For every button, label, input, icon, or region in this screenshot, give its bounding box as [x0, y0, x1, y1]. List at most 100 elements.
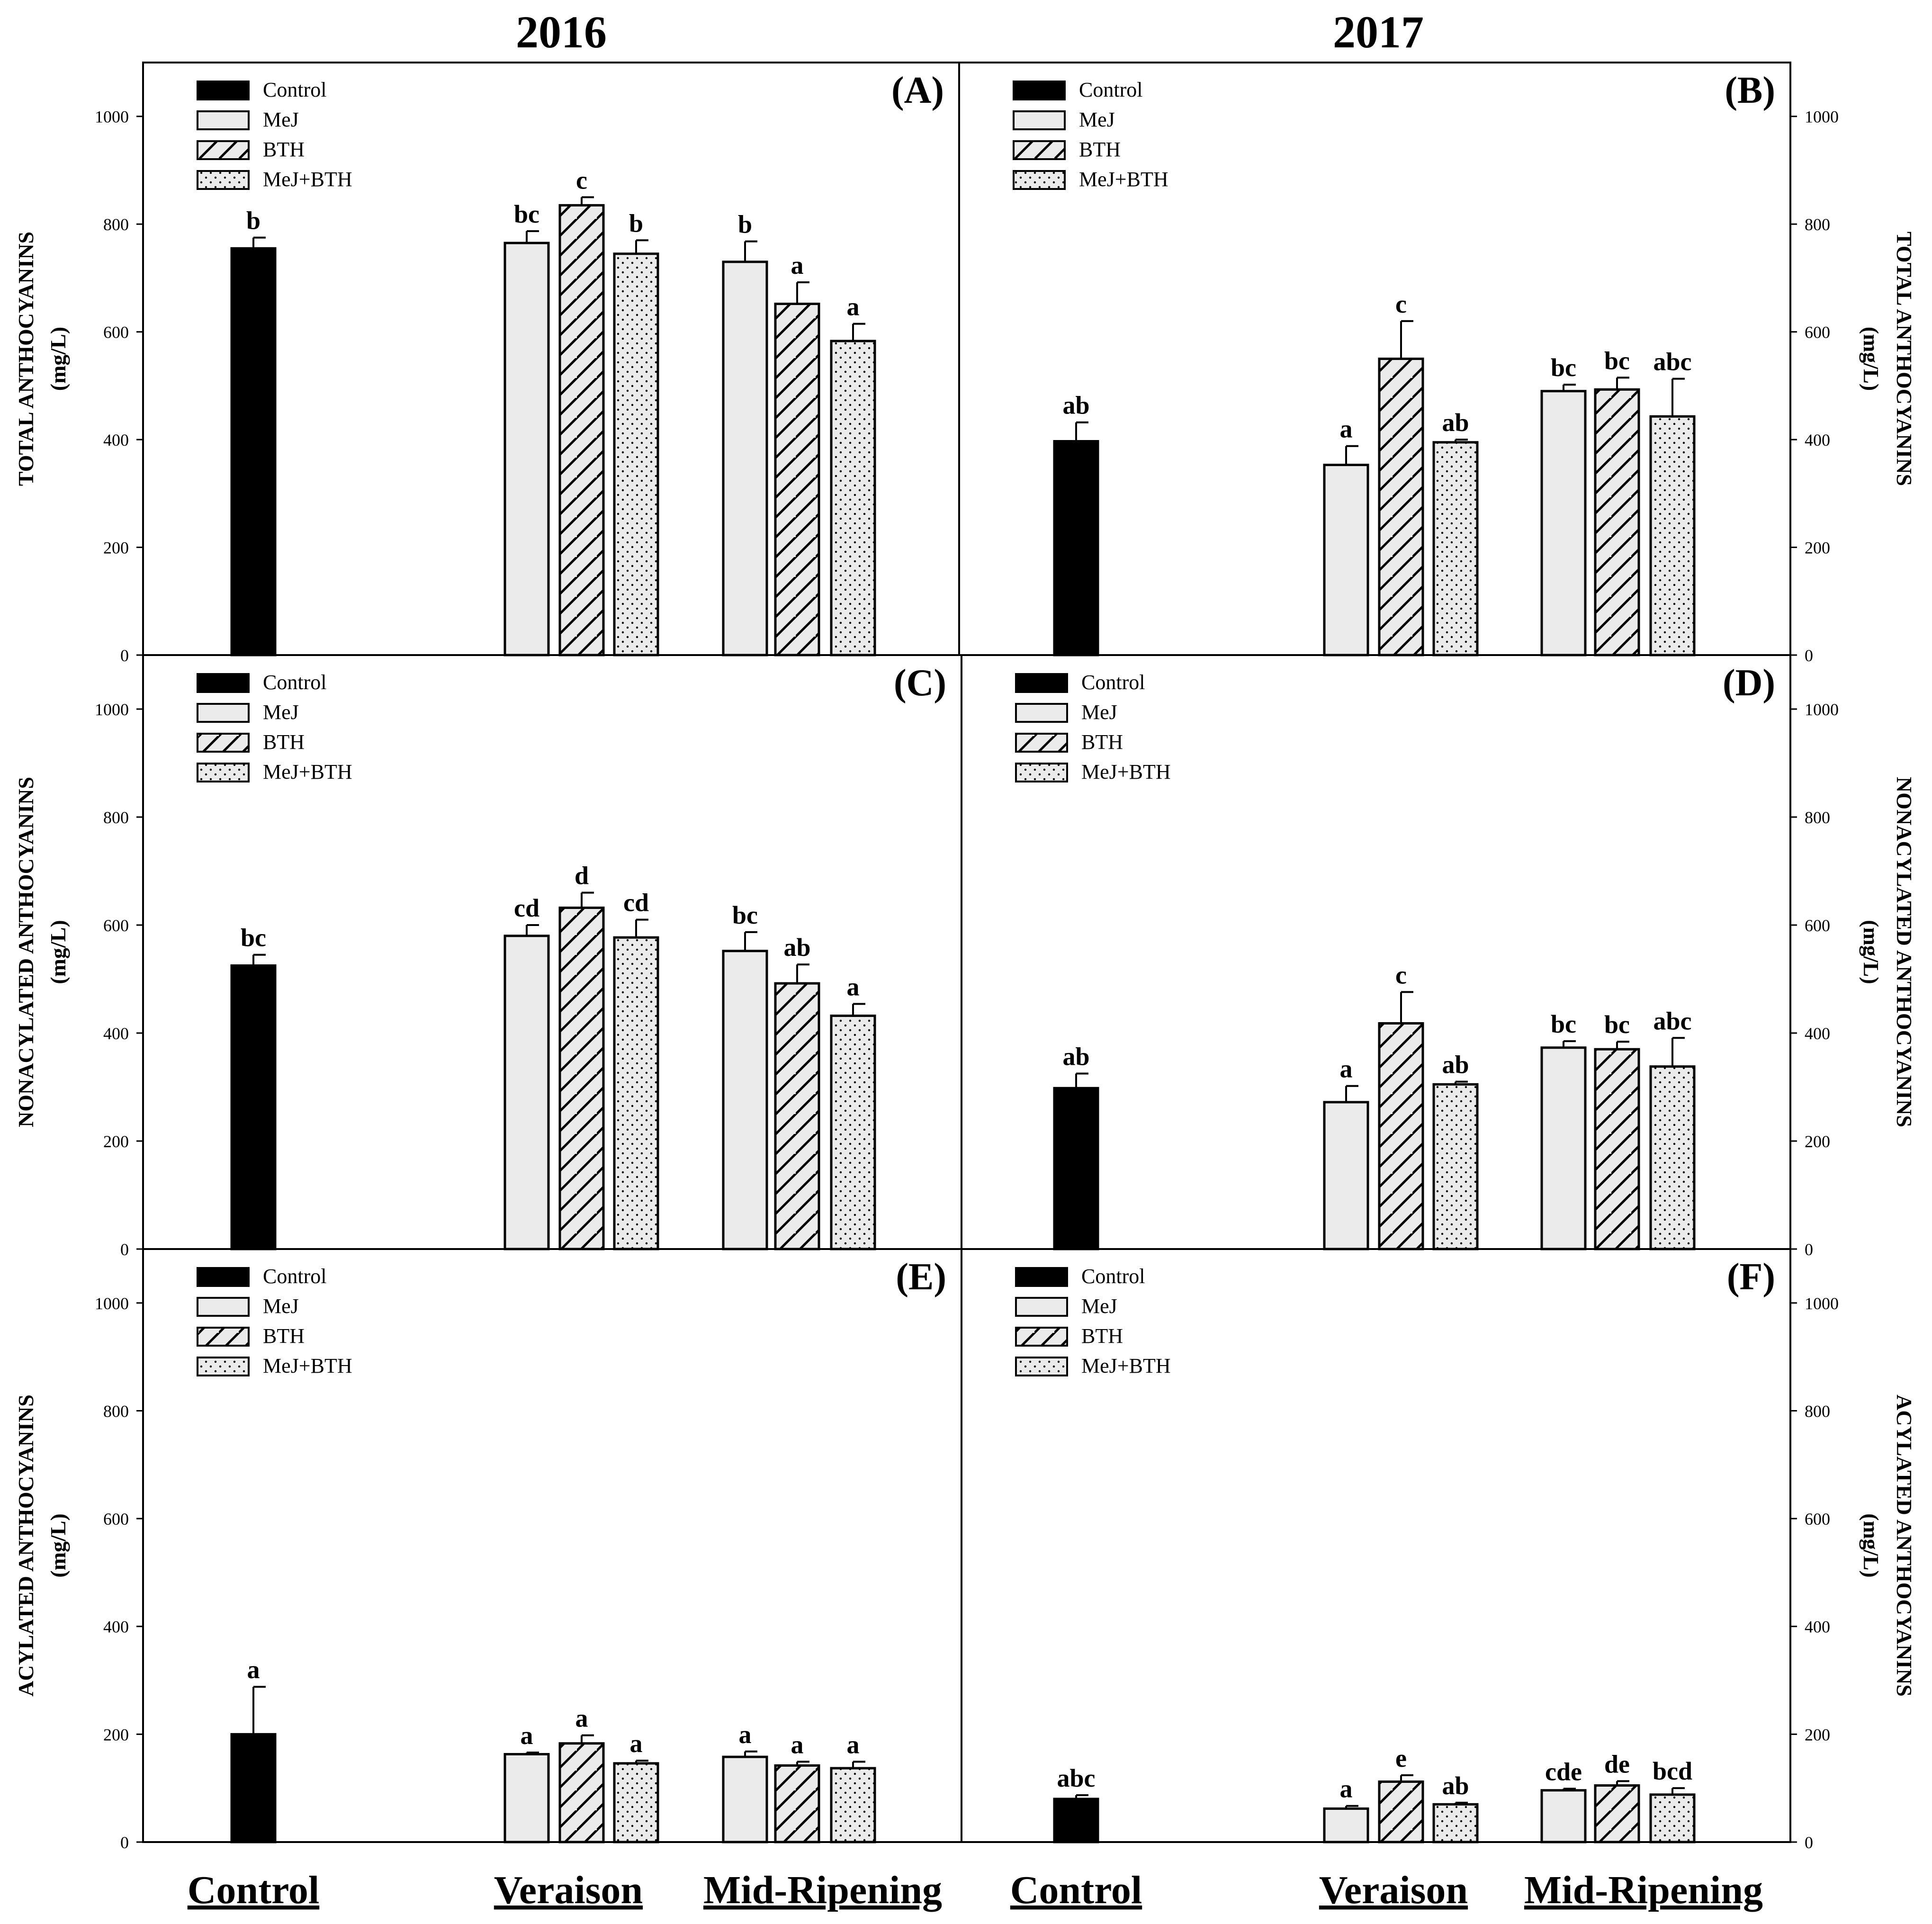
bar-e-mid-ripening-mej-bth	[830, 1767, 876, 1843]
y-tick-label-f-0: 0	[1805, 1833, 1813, 1852]
bar-d-control-control	[1053, 1087, 1099, 1250]
legend-label-d-mej: MeJ	[1081, 701, 1117, 724]
y-tick-label-e-600: 600	[103, 1510, 129, 1528]
legend-label-b-mej: MeJ	[1079, 108, 1115, 131]
y-tick-label-c-1000: 1000	[95, 700, 129, 719]
sig-label-a-veraison-mej: bc	[514, 200, 539, 228]
y-tick-label-e-800: 800	[103, 1402, 129, 1421]
bar-d-veraison-bth	[1378, 1022, 1424, 1250]
sig-label-e-mid-ripening-mej-bth: a	[847, 1730, 860, 1759]
legend-swatch-b-control	[1013, 81, 1066, 100]
legend-label-c-bth: BTH	[263, 730, 305, 754]
stage-label-control-2016: Control	[188, 1868, 319, 1912]
legend-label-b-control: Control	[1079, 78, 1142, 101]
bar-d-veraison-mej	[1323, 1101, 1369, 1250]
sig-label-d-mid-ripening-mej: bc	[1551, 1010, 1576, 1038]
sig-label-a-veraison-mej-bth: b	[629, 209, 643, 237]
y-tick-label-b-400: 400	[1805, 431, 1830, 450]
sig-label-a-mid-ripening-mej-bth: a	[847, 293, 860, 321]
panel-a: 0 200 400 600 800 1000 TOTAL ANTHOCYANINS (mg/L…	[14, 62, 960, 665]
y-tick-label-d-400: 400	[1805, 1024, 1830, 1043]
bar-e-mid-ripening-mej	[722, 1755, 768, 1843]
y-tick-label-a-400: 400	[103, 431, 129, 450]
bar-f-mid-ripening-mej	[1540, 1789, 1587, 1843]
y-axis-title-b: TOTAL ANTHOCYANINS	[1892, 232, 1916, 486]
panel-tag-b: (B)	[1725, 70, 1775, 111]
panel-tag-d: (D)	[1723, 662, 1775, 704]
year-title-2017: 2017	[1333, 7, 1424, 57]
bar-a-control-control	[230, 247, 277, 656]
legend-label-e-control: Control	[263, 1265, 326, 1288]
bar-d-mid-ripening-mej	[1540, 1046, 1587, 1250]
legend-swatch-e-bth	[197, 1327, 250, 1347]
sig-label-c-veraison-mej-bth: cd	[623, 889, 649, 917]
y-tick-label-b-800: 800	[1805, 215, 1830, 234]
legend-swatch-b-mej-bth	[1013, 170, 1066, 190]
bar-e-veraison-bth	[558, 1742, 605, 1843]
bar-b-mid-ripening-bth	[1594, 388, 1640, 656]
sig-label-f-veraison-mej: a	[1340, 1775, 1353, 1803]
y-tick-label-b-0: 0	[1805, 646, 1813, 665]
y-tick-label-b-600: 600	[1805, 323, 1830, 342]
y-tick-label-a-1000: 1000	[95, 108, 129, 126]
y-tick-label-c-800: 800	[103, 808, 129, 827]
legend-label-e-mej: MeJ	[263, 1295, 299, 1318]
stage-label-control-2017: Control	[1010, 1868, 1142, 1912]
panel-f: 0 200 400 600 800 1000 ACYLATED ANTHOCYANINS (m…	[961, 1248, 1916, 1852]
bar-c-mid-ripening-mej	[722, 950, 768, 1250]
y-tick-label-a-0: 0	[120, 646, 129, 665]
legend-swatch-e-mej-bth	[197, 1357, 250, 1376]
y-tick-label-c-400: 400	[103, 1024, 129, 1043]
bar-a-veraison-mej	[503, 242, 550, 656]
bar-f-veraison-mej	[1323, 1807, 1369, 1843]
y-tick-label-f-200: 200	[1805, 1725, 1830, 1744]
stage-label-mid-ripening-2016: Mid-Ripening	[703, 1868, 942, 1912]
sig-label-f-mid-ripening-bth: de	[1604, 1750, 1630, 1778]
legend-swatch-b-bth	[1013, 140, 1066, 160]
sig-label-e-control-control: a	[247, 1655, 260, 1684]
sig-label-c-veraison-bth: d	[575, 862, 589, 890]
legend-swatch-c-mej-bth	[197, 763, 250, 782]
legend-label-a-bth: BTH	[263, 138, 305, 161]
bar-c-control-control	[230, 964, 277, 1250]
sig-label-c-control-control: bc	[241, 924, 266, 952]
sig-label-b-mid-ripening-bth: bc	[1604, 346, 1630, 375]
legend-swatch-c-control	[197, 673, 250, 693]
sig-label-b-mid-ripening-mej-bth: abc	[1653, 348, 1692, 376]
y-tick-label-a-800: 800	[103, 215, 129, 234]
sig-label-d-veraison-mej: a	[1340, 1055, 1353, 1083]
y-axis-unit-e: (mg/L)	[46, 1513, 70, 1577]
bar-f-control-control	[1053, 1798, 1099, 1843]
legend-swatch-f-mej-bth	[1015, 1357, 1068, 1376]
y-axis-unit-d: (mg/L)	[1859, 920, 1883, 984]
y-tick-label-d-0: 0	[1805, 1240, 1813, 1259]
bar-e-veraison-mej	[503, 1753, 550, 1843]
y-tick-label-f-800: 800	[1805, 1402, 1830, 1421]
bar-f-veraison-mej-bth	[1432, 1803, 1479, 1843]
sig-label-f-control-control: abc	[1057, 1764, 1096, 1792]
y-axis-title-f: ACYLATED ANTHOCYANINS	[1892, 1394, 1916, 1697]
sig-label-f-mid-ripening-mej-bth: bcd	[1653, 1757, 1692, 1785]
bar-c-mid-ripening-mej-bth	[830, 1015, 876, 1250]
bar-c-veraison-mej-bth	[613, 936, 659, 1250]
bar-a-mid-ripening-mej-bth	[830, 340, 876, 656]
y-axis-unit-f: (mg/L)	[1859, 1513, 1883, 1577]
legend-swatch-d-mej	[1015, 703, 1068, 723]
bar-b-veraison-bth	[1378, 358, 1424, 656]
legend-swatch-f-bth	[1015, 1327, 1068, 1347]
sig-label-e-mid-ripening-mej: a	[739, 1720, 752, 1749]
y-tick-label-f-600: 600	[1805, 1510, 1830, 1528]
bar-f-mid-ripening-mej-bth	[1649, 1793, 1696, 1843]
y-axis-title-e: ACYLATED ANTHOCYANINS	[14, 1394, 38, 1697]
y-tick-label-d-200: 200	[1805, 1132, 1830, 1151]
bar-b-control-control	[1053, 440, 1099, 656]
legend-swatch-c-mej	[197, 703, 250, 723]
legend-label-e-mej-bth: MeJ+BTH	[263, 1354, 352, 1377]
sig-label-e-veraison-mej-bth: a	[630, 1729, 643, 1758]
bar-b-mid-ripening-mej	[1540, 390, 1587, 656]
legend-swatch-d-bth	[1015, 733, 1068, 753]
sig-label-b-mid-ripening-mej: bc	[1551, 353, 1576, 382]
y-tick-label-d-600: 600	[1805, 916, 1830, 935]
legend-swatch-e-mej	[197, 1297, 250, 1317]
sig-label-e-veraison-mej: a	[521, 1721, 533, 1750]
